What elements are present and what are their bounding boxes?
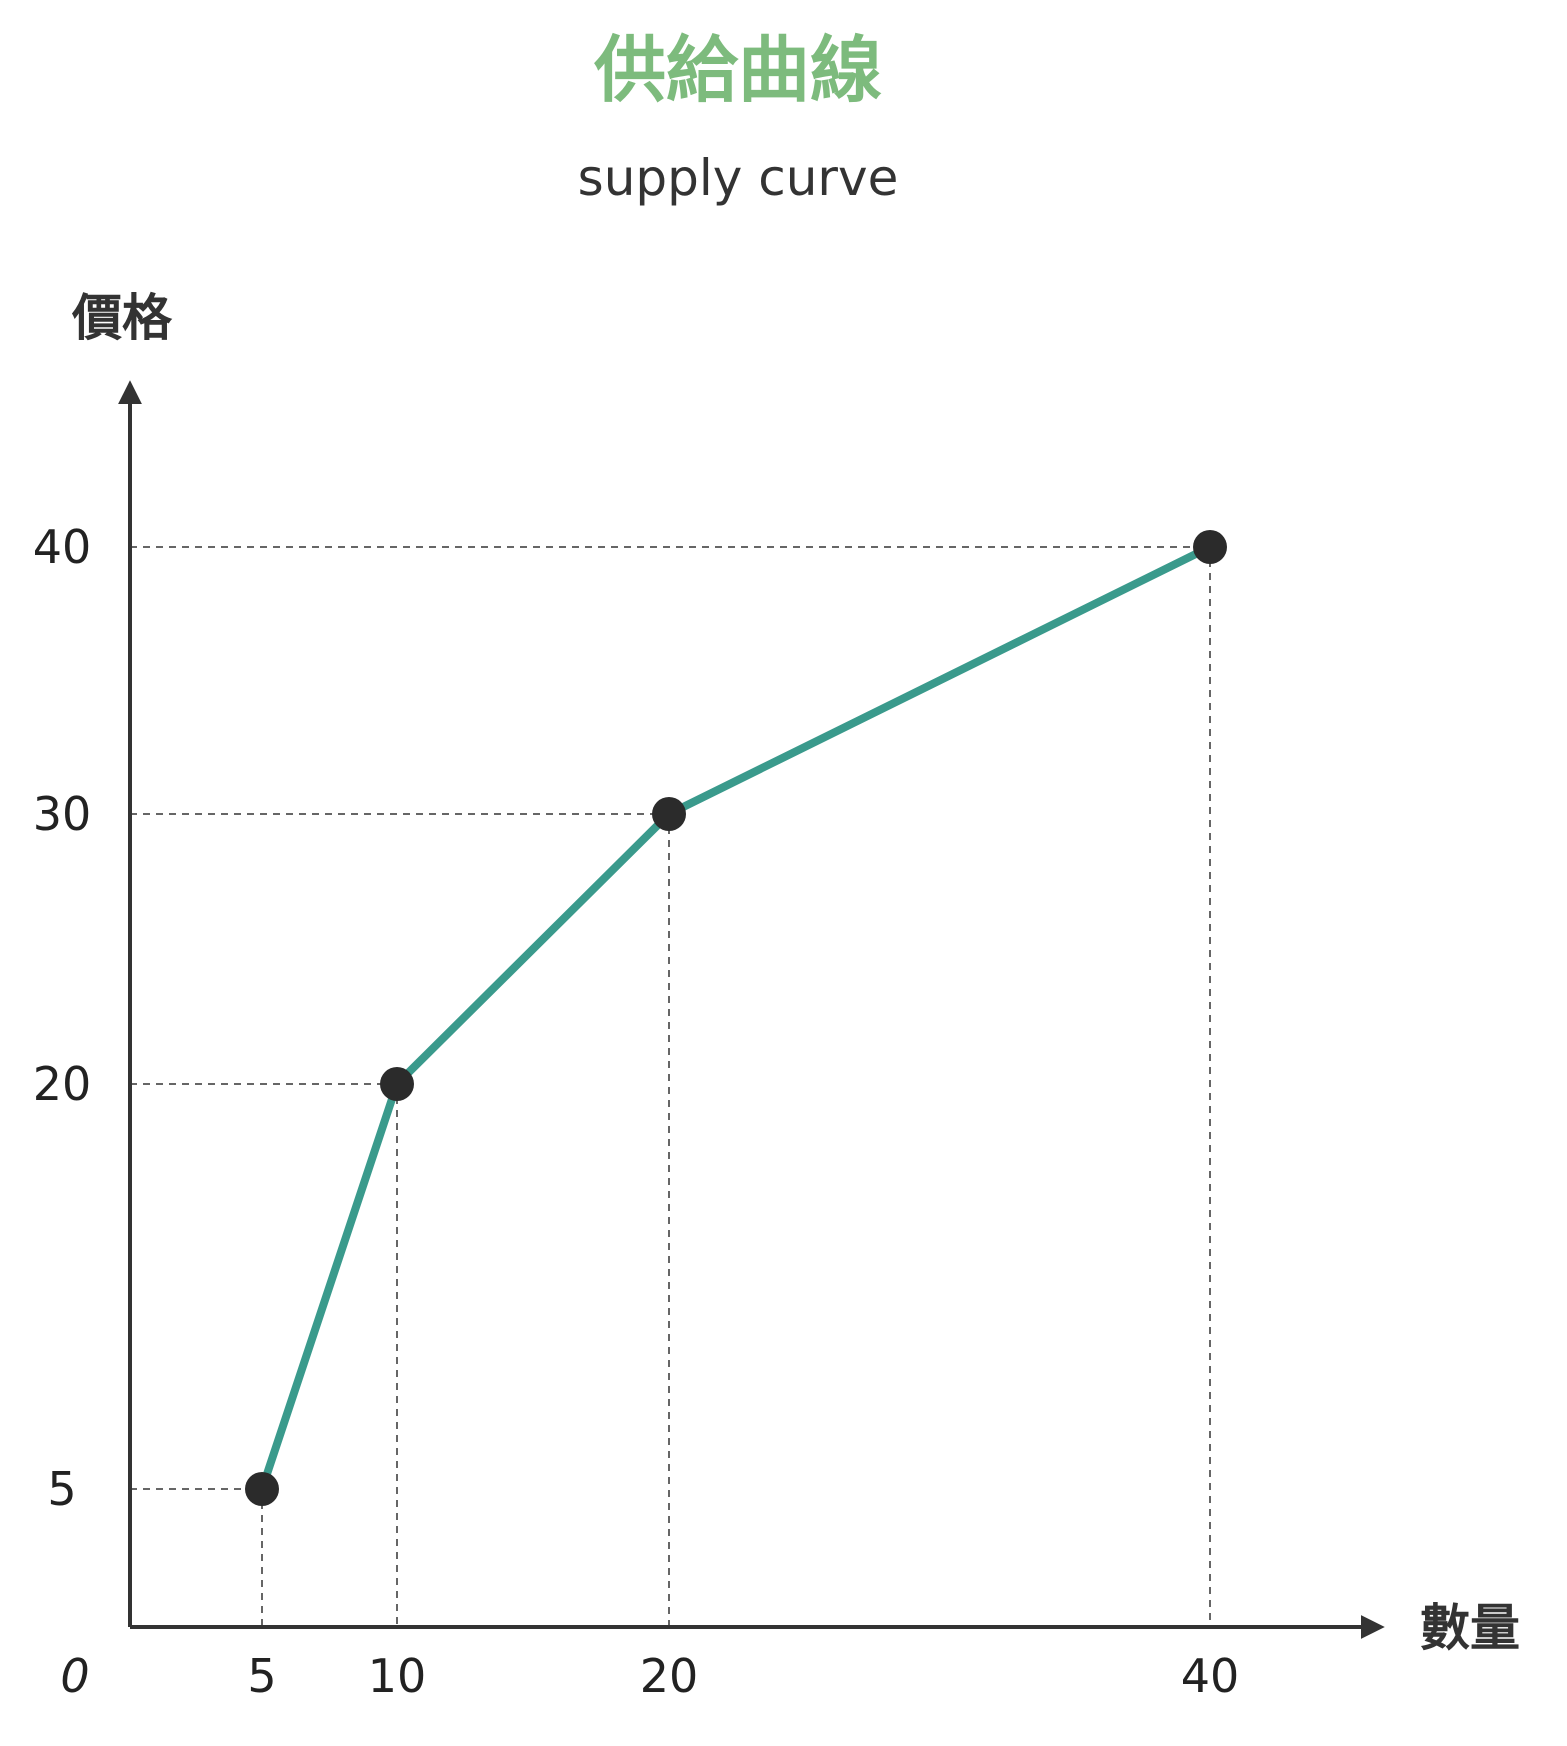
x-tick-label: 20: [640, 1649, 699, 1703]
data-point-marker: [380, 1067, 414, 1101]
data-point-marker: [1193, 530, 1227, 564]
guide-lines: [130, 546, 1211, 1627]
supply-curve-line: [258, 543, 1214, 1493]
data-points: [245, 530, 1227, 1506]
data-point-marker: [245, 1472, 279, 1506]
x-tick-label: 40: [1181, 1649, 1240, 1703]
data-point-marker: [652, 797, 686, 831]
x-axis-label: 數量: [1420, 1599, 1520, 1657]
chart-subtitle: supply curve: [578, 149, 899, 207]
y-tick-label: 20: [33, 1057, 92, 1111]
y-axis-label: 價格: [71, 289, 173, 347]
y-tick-label: 30: [33, 787, 92, 841]
x-tick-label: 10: [368, 1649, 427, 1703]
y-tick-labels: 5 20 30 40: [33, 520, 92, 1516]
y-tick-label: 5: [47, 1462, 76, 1516]
x-tick-label: 5: [247, 1649, 276, 1703]
y-tick-label: 40: [33, 520, 92, 574]
chart-title: 供給曲線: [594, 28, 882, 112]
x-tick-labels: 5 10 20 40: [247, 1649, 1239, 1703]
origin-label: 0: [60, 1649, 89, 1703]
